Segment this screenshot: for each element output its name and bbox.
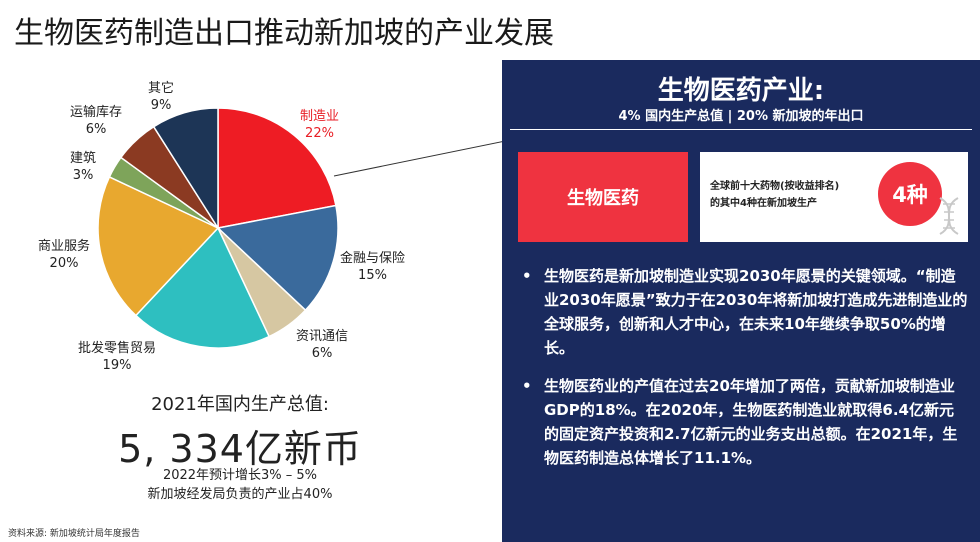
pie-slice-1 <box>216 204 339 312</box>
pie-label-others: 其它 9% <box>148 81 175 113</box>
pie-slice-3 <box>134 226 271 349</box>
pie-slice-4 <box>97 175 220 317</box>
top-drugs-text: 全球前十大药物(按收益排名) 的其中4种在新加坡生产 <box>710 181 840 209</box>
pie-slice-7 <box>152 107 219 231</box>
top-drugs-box: 全球前十大药物(按收益排名) 的其中4种在新加坡生产 4种 <box>700 152 968 242</box>
four-types-badge: 4种 <box>878 162 942 226</box>
gdp-heading: 2021年国内生产总值: <box>151 394 329 415</box>
gdp-edb-note: 新加坡经发局负责的产业占40% <box>147 487 333 502</box>
pie-chart <box>97 107 339 349</box>
pie-label-business: 商业服务 20% <box>38 239 91 271</box>
gdp-value: 5, 334亿新币 <box>118 427 362 471</box>
pie-label-wholesale: 批发零售贸易 19% <box>78 341 157 373</box>
pie-label-infocomm: 资讯通信 6% <box>296 329 349 361</box>
pie-label-construction: 建筑 3% <box>70 151 97 183</box>
panel-divider <box>510 129 972 130</box>
pie-label-manufacturing: 制造业 22% <box>300 109 340 141</box>
panel-subtitle: 4% 国内生产总值 | 20% 新加坡的年出口 <box>618 109 864 124</box>
biomed-panel: 生物医药产业: 4% 国内生产总值 | 20% 新加坡的年出口 生物医药 全球前… <box>502 60 980 542</box>
gdp-notes: 2022年预计增长3% – 5% 新加坡经发局负责的产业占40% <box>20 466 460 504</box>
pie-chart-area: 制造业 22% 金融与保险 15% 资讯通信 6% 批发零售贸易 19% 商业服务 20%… <box>0 60 500 390</box>
gdp-growth-note: 2022年预计增长3% – 5% <box>162 468 318 483</box>
pie-label-transport: 运输库存 6% <box>70 105 123 137</box>
bullet-dot-icon: • <box>522 377 532 395</box>
bullet-dot-icon: • <box>522 267 532 285</box>
bullet-item: • 生物医药业的产值在过去20年增加了两倍，贡献新加坡制造业GDP的18%。在20… <box>518 374 968 470</box>
page-title: 生物医药制造出口推动新加坡的产业发展 <box>14 16 554 51</box>
dna-icon <box>939 197 959 235</box>
biomed-red-box: 生物医药 <box>518 152 688 242</box>
bullet-item: • 生物医药是新加坡制造业实现2030年愿景的关键领域。“制造业2030年愿景”致… <box>518 264 968 360</box>
pie-label-finance: 金融与保险 15% <box>340 251 406 283</box>
source-note: 资料来源: 新加坡统计局年度报告 <box>8 529 140 539</box>
panel-title: 生物医药产业: <box>657 76 825 106</box>
bullet-list: • 生物医药是新加坡制造业实现2030年愿景的关键领域。“制造业2030年愿景”致… <box>518 264 968 484</box>
pie-slice-0 <box>217 107 337 229</box>
